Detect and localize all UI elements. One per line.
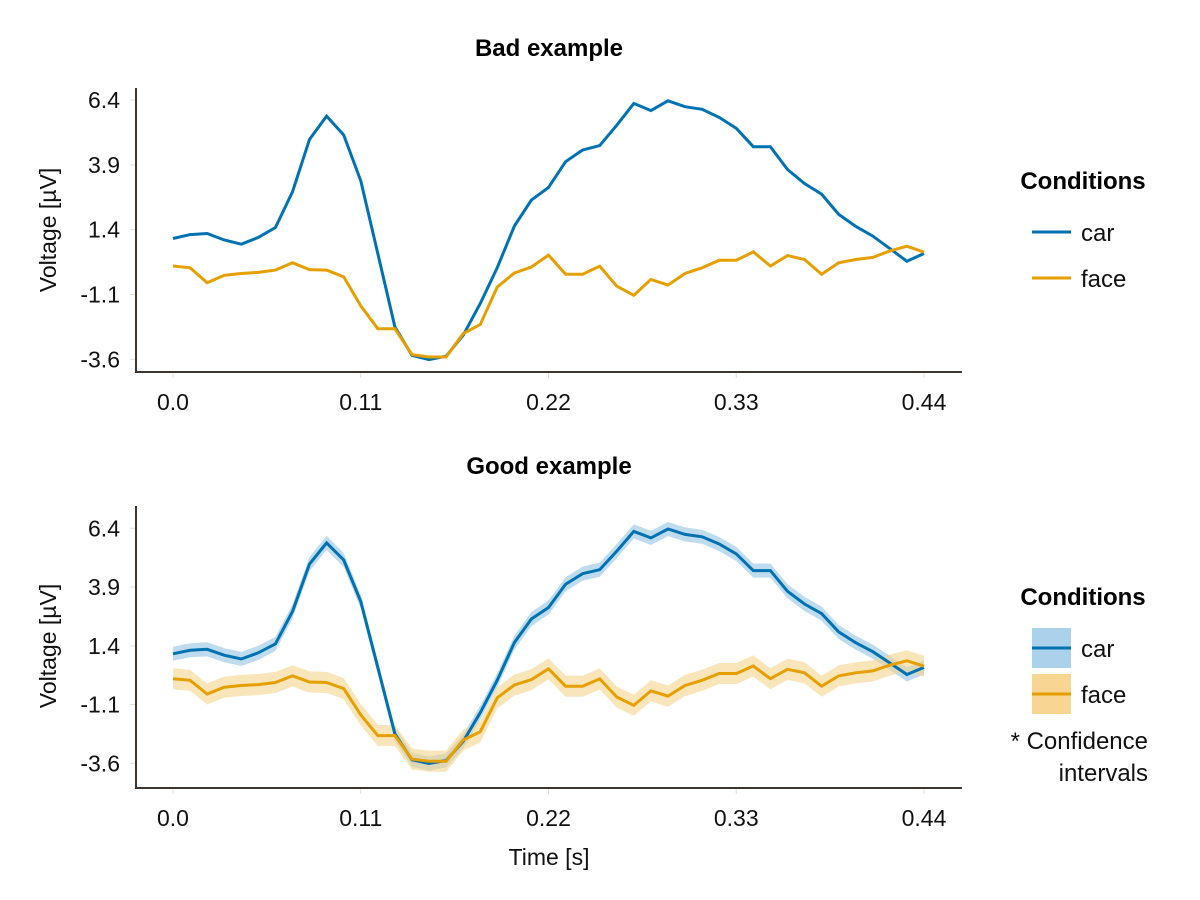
x-axis-label: Time [s] <box>509 844 590 870</box>
series-line-face <box>172 659 925 763</box>
y-tick-label: 6.4 <box>88 87 120 113</box>
x-tick-label: 0.33 <box>714 389 759 415</box>
x-tick-label: 0.0 <box>157 805 189 831</box>
x-tick-label: 0.11 <box>339 805 382 831</box>
x-tick-label: 0.22 <box>526 805 571 831</box>
chart-title: Good example <box>466 453 631 480</box>
y-tick-label: 3.9 <box>88 152 120 178</box>
x-ticks: 0.0 0.11 0.22 0.33 0.44 <box>157 373 947 415</box>
series-lines <box>172 527 925 766</box>
x-tick-label: 0.22 <box>526 389 571 415</box>
confidence-note-line1: * Confidence <box>1011 728 1148 755</box>
y-tick-label: -1.1 <box>80 692 120 718</box>
x-tick-label: 0.11 <box>339 389 382 415</box>
series-line-car <box>172 99 925 362</box>
x-tick-label: 0.0 <box>157 389 189 415</box>
panel-good-example: Good example Voltage [µV] Time [s] 6.4 3.… <box>35 453 1148 870</box>
confidence-band-face <box>173 650 924 772</box>
y-axis-label: Voltage [µV] <box>35 584 61 709</box>
y-tick-label: 3.9 <box>88 574 120 600</box>
legend-car-label: car <box>1081 636 1114 663</box>
y-ticks: 6.4 3.9 1.4 -1.1 -3.6 <box>80 515 135 776</box>
y-tick-label: 1.4 <box>88 633 120 659</box>
confidence-bands <box>173 522 924 772</box>
confidence-band-car <box>173 522 924 771</box>
legend-car-label: car <box>1081 220 1114 247</box>
x-tick-label: 0.44 <box>902 805 947 831</box>
y-axis-label: Voltage [µV] <box>35 168 61 293</box>
confidence-note-line2: intervals <box>1059 760 1148 787</box>
x-ticks: 0.0 0.11 0.22 0.33 0.44 <box>157 789 947 831</box>
y-tick-label: -1.1 <box>80 281 120 307</box>
x-tick-label: 0.44 <box>902 389 947 415</box>
legend: Conditions car face * Confidence interva… <box>1011 584 1148 787</box>
panel-bad-example: Bad example Voltage [µV] 6.4 3.9 1.4 -1.1 -3… <box>35 35 1146 415</box>
legend-face-label: face <box>1081 266 1126 293</box>
y-tick-label: -3.6 <box>80 750 120 776</box>
legend: Conditions car face <box>1020 168 1145 293</box>
legend-title: Conditions <box>1020 168 1145 195</box>
legend-title: Conditions <box>1020 584 1145 611</box>
series-line-car <box>172 527 925 766</box>
series-line-face <box>172 244 925 359</box>
y-ticks: 6.4 3.9 1.4 -1.1 -3.6 <box>80 87 135 372</box>
x-tick-label: 0.33 <box>714 805 759 831</box>
y-tick-label: -3.6 <box>80 346 120 372</box>
y-tick-label: 6.4 <box>88 515 120 541</box>
series-lines <box>172 99 925 362</box>
legend-face-label: face <box>1081 682 1126 709</box>
y-tick-label: 1.4 <box>88 217 120 243</box>
chart-title: Bad example <box>475 35 623 62</box>
